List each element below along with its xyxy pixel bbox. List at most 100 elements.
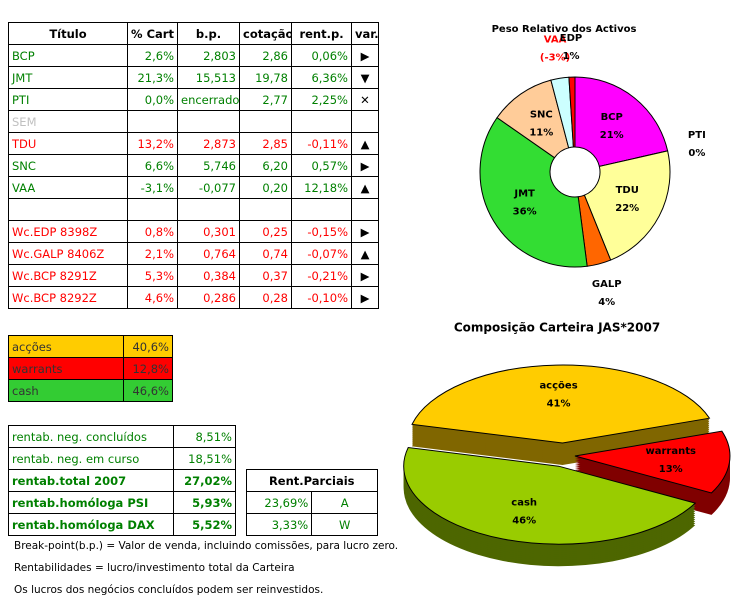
- cell: 13,2%: [127, 132, 178, 155]
- returns-value: 18,51%: [173, 447, 236, 470]
- cell: 2,25%: [291, 88, 352, 111]
- returns-value: 27,02%: [173, 469, 236, 492]
- cell: 0,8%: [127, 220, 178, 243]
- allocation-value: 40,6%: [123, 335, 173, 358]
- cell: ▲: [351, 242, 379, 265]
- returns-label: rentab. neg. concluídos: [8, 425, 174, 448]
- allocation-row: acções 40,6%: [8, 335, 173, 358]
- cell: SEM: [8, 110, 128, 133]
- cell: ▲: [351, 176, 379, 199]
- returns-row: rentab.total 2007 27,02% Rent.Parciais: [8, 469, 378, 492]
- cell: -0,077: [177, 176, 240, 199]
- holding-row: Wc.BCP 8291Z 5,3% 0,384 0,37 -0,21% ▶: [8, 264, 379, 287]
- header-row: Título% Cart b.p. cotação rent.p. var.: [8, 22, 379, 45]
- holding-row: Wc.BCP 8292Z 4,6% 0,286 0,28 -0,10% ▶: [8, 286, 379, 309]
- cell: [351, 198, 379, 221]
- allocation-row: cash 46,6%: [8, 379, 173, 402]
- partial-code: A: [311, 491, 378, 514]
- slice-label: acções: [539, 381, 577, 392]
- cell: ▶: [351, 286, 379, 309]
- cell: 2,803: [177, 44, 240, 67]
- chart-title: Composição Carteira JAS*2007: [454, 321, 660, 335]
- slice-value: 11%: [529, 128, 553, 139]
- spacer: [236, 470, 247, 492]
- spacer: [236, 492, 247, 514]
- slice-value: 46%: [512, 515, 536, 526]
- cell: 0,37: [239, 264, 292, 287]
- cell: -0,21%: [291, 264, 352, 287]
- cell: [351, 110, 379, 133]
- cell: 0,286: [177, 286, 240, 309]
- cell: -0,10%: [291, 286, 352, 309]
- cell: [8, 198, 128, 221]
- cell: 0,06%: [291, 44, 352, 67]
- slice-value: 1%: [563, 51, 580, 62]
- cell: 0,57%: [291, 154, 352, 177]
- returns-table: rentab. neg. concluídos 8,51% rentab. neg.…: [8, 425, 378, 536]
- spacer: [236, 448, 247, 470]
- slice-value: 13%: [659, 464, 683, 475]
- cell: encerrado: [177, 88, 240, 111]
- slice-label: JMT: [513, 189, 535, 200]
- cell: 6,36%: [291, 66, 352, 89]
- cell: 2,85: [239, 132, 292, 155]
- slice-value: 36%: [513, 207, 537, 218]
- partial-code: W: [311, 513, 378, 536]
- slice: [574, 430, 731, 494]
- cell: 6,6%: [127, 154, 178, 177]
- cell: Wc.BCP 8291Z: [8, 264, 128, 287]
- allocation-table: acções 40,6% warrants 12,8% cash 46,6%: [8, 335, 173, 402]
- cell: [127, 198, 178, 221]
- cell: 2,873: [177, 132, 240, 155]
- spacer: [236, 514, 247, 536]
- spacer: [312, 448, 378, 470]
- header-cell: cotação: [239, 22, 292, 45]
- cell: VAA: [8, 176, 128, 199]
- cell: Wc.GALP 8406Z: [8, 242, 128, 265]
- slice: [411, 364, 711, 444]
- returns-label: rentab.homóloga DAX: [8, 513, 174, 536]
- holding-row: SNC 6,6% 5,746 6,20 0,57% ▶: [8, 154, 379, 177]
- cell: SNC: [8, 154, 128, 177]
- slice-label: TDU: [616, 185, 639, 196]
- slice: [568, 76, 576, 148]
- slice: [479, 116, 588, 268]
- returns-value: 8,51%: [173, 425, 236, 448]
- holding-row: PTI 0,0% encerrado 2,77 2,25% ✕: [8, 88, 379, 111]
- cell: JMT: [8, 66, 128, 89]
- cell: 0,25: [239, 220, 292, 243]
- cell: 6,20: [239, 154, 292, 177]
- note: Rentabilidades = lucro/investimento tota…: [14, 562, 295, 574]
- allocation-label: cash: [8, 379, 124, 402]
- header-cell: var.: [351, 22, 379, 45]
- cell: ▲: [351, 132, 379, 155]
- slice-value: 22%: [615, 203, 639, 214]
- slice-label: warrants: [645, 446, 695, 457]
- allocation-label: warrants: [8, 357, 124, 380]
- holding-row: VAA -3,1% -0,077 0,20 12,18% ▲: [8, 176, 379, 199]
- cell: 19,78: [239, 66, 292, 89]
- cell: [239, 110, 292, 133]
- returns-label: rentab.homóloga PSI: [8, 491, 174, 514]
- cell: 12,18%: [291, 176, 352, 199]
- note: Break-point(b.p.) = Valor de venda, incl…: [14, 540, 399, 552]
- slice: [574, 76, 669, 168]
- cell: PTI: [8, 88, 128, 111]
- slice-label: VAA: [544, 35, 567, 46]
- partial-value: 3,33%: [245, 513, 313, 536]
- cell: -3,1%: [127, 176, 178, 199]
- cell: 21,3%: [127, 66, 178, 89]
- cell: [177, 198, 240, 221]
- chart-title: Peso Relativo dos Activos: [492, 24, 637, 35]
- cell: 0,764: [177, 242, 240, 265]
- header-cell: Título: [8, 22, 128, 45]
- cell: 4,6%: [127, 286, 178, 309]
- cell: 0,20: [239, 176, 292, 199]
- allocation-value: 46,6%: [123, 379, 173, 402]
- slice-label: SNC: [530, 110, 553, 121]
- holding-row: JMT 21,3% 15,513 19,78 6,36% ▼: [8, 66, 379, 89]
- allocation-label: acções: [8, 335, 124, 358]
- returns-value: 5,52%: [173, 513, 236, 536]
- returns-label: rentab. neg. em curso: [8, 447, 174, 470]
